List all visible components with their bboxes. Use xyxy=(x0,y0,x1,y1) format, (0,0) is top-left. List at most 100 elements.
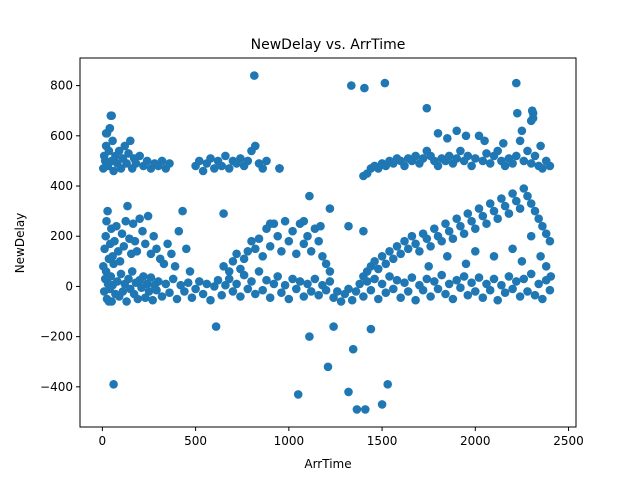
data-point xyxy=(138,226,147,236)
axes-frame xyxy=(79,57,577,428)
data-point xyxy=(452,154,462,163)
data-point xyxy=(508,284,517,294)
data-point xyxy=(152,285,161,295)
x-tick-label: 500 xyxy=(184,434,207,448)
x-axis-label: ArrTime xyxy=(304,457,351,471)
data-point xyxy=(133,294,143,304)
data-point xyxy=(459,229,469,238)
data-point xyxy=(113,247,123,256)
data-point xyxy=(380,78,390,88)
data-point xyxy=(411,151,420,161)
data-point xyxy=(351,287,361,296)
data-point xyxy=(101,231,110,241)
data-point xyxy=(482,149,491,158)
data-point xyxy=(123,201,132,211)
data-point xyxy=(142,156,152,166)
data-point xyxy=(176,280,185,290)
data-point xyxy=(127,267,137,276)
data-point xyxy=(122,297,131,306)
data-point xyxy=(499,139,508,148)
data-point xyxy=(415,247,424,256)
data-point xyxy=(433,161,443,171)
data-point xyxy=(232,249,241,259)
data-point xyxy=(527,106,537,115)
data-point xyxy=(141,239,150,249)
data-point xyxy=(418,154,428,163)
data-point xyxy=(430,224,439,233)
data-point xyxy=(243,247,253,256)
data-point xyxy=(523,287,532,296)
data-point xyxy=(149,231,158,241)
data-point xyxy=(139,272,148,281)
data-point xyxy=(519,156,529,166)
points-layer xyxy=(99,71,556,414)
x-tick-label: 0 xyxy=(99,434,107,448)
data-point xyxy=(471,224,480,233)
data-point xyxy=(485,285,495,295)
data-point xyxy=(251,141,260,151)
data-point xyxy=(132,247,142,256)
data-point xyxy=(277,288,286,298)
data-point xyxy=(292,284,301,294)
data-point xyxy=(195,156,204,166)
data-point xyxy=(198,289,208,299)
data-point xyxy=(512,277,521,286)
data-point xyxy=(258,164,268,173)
chart-title: NewDelay vs. ArrTime xyxy=(251,37,406,53)
data-point xyxy=(493,214,503,223)
data-point xyxy=(280,280,290,290)
data-point xyxy=(143,211,153,221)
data-point xyxy=(305,332,314,341)
data-point xyxy=(144,287,154,296)
data-point xyxy=(541,229,551,238)
data-point xyxy=(485,159,495,168)
data-point xyxy=(269,279,279,289)
data-point xyxy=(107,111,116,120)
x-ticks: 0 500 1000 1500 2000 2500 xyxy=(99,427,584,448)
data-point xyxy=(299,216,309,226)
data-point xyxy=(452,275,462,285)
data-point xyxy=(471,247,480,256)
data-point xyxy=(500,288,510,298)
data-point xyxy=(236,292,245,301)
data-point xyxy=(146,249,156,259)
data-point xyxy=(116,269,126,279)
data-point xyxy=(124,274,133,284)
data-point xyxy=(159,259,169,269)
data-point xyxy=(463,290,473,300)
data-point xyxy=(530,206,540,216)
data-point xyxy=(512,151,521,161)
data-point xyxy=(284,236,294,246)
data-point xyxy=(478,156,488,166)
data-point xyxy=(187,293,197,303)
data-point xyxy=(174,226,184,236)
data-point xyxy=(152,244,161,254)
data-point xyxy=(224,164,234,173)
data-point xyxy=(489,251,499,261)
data-point xyxy=(433,129,443,138)
data-point xyxy=(504,272,514,281)
data-point xyxy=(478,211,488,221)
data-point xyxy=(441,289,450,299)
data-point xyxy=(538,221,547,231)
data-point xyxy=(120,141,130,151)
data-point xyxy=(195,277,204,286)
data-point xyxy=(461,259,471,269)
data-point xyxy=(228,257,238,266)
data-point xyxy=(116,164,126,173)
data-point xyxy=(178,206,187,216)
data-point xyxy=(385,272,394,281)
data-point xyxy=(526,231,536,241)
data-point xyxy=(534,214,543,223)
data-point xyxy=(305,191,314,201)
data-point xyxy=(513,108,522,118)
data-point xyxy=(112,221,121,231)
data-point xyxy=(500,161,510,171)
data-point xyxy=(262,156,271,166)
data-point xyxy=(424,262,434,271)
data-point xyxy=(157,292,167,301)
data-point xyxy=(426,242,435,251)
data-point xyxy=(497,194,506,203)
data-point xyxy=(536,251,545,261)
